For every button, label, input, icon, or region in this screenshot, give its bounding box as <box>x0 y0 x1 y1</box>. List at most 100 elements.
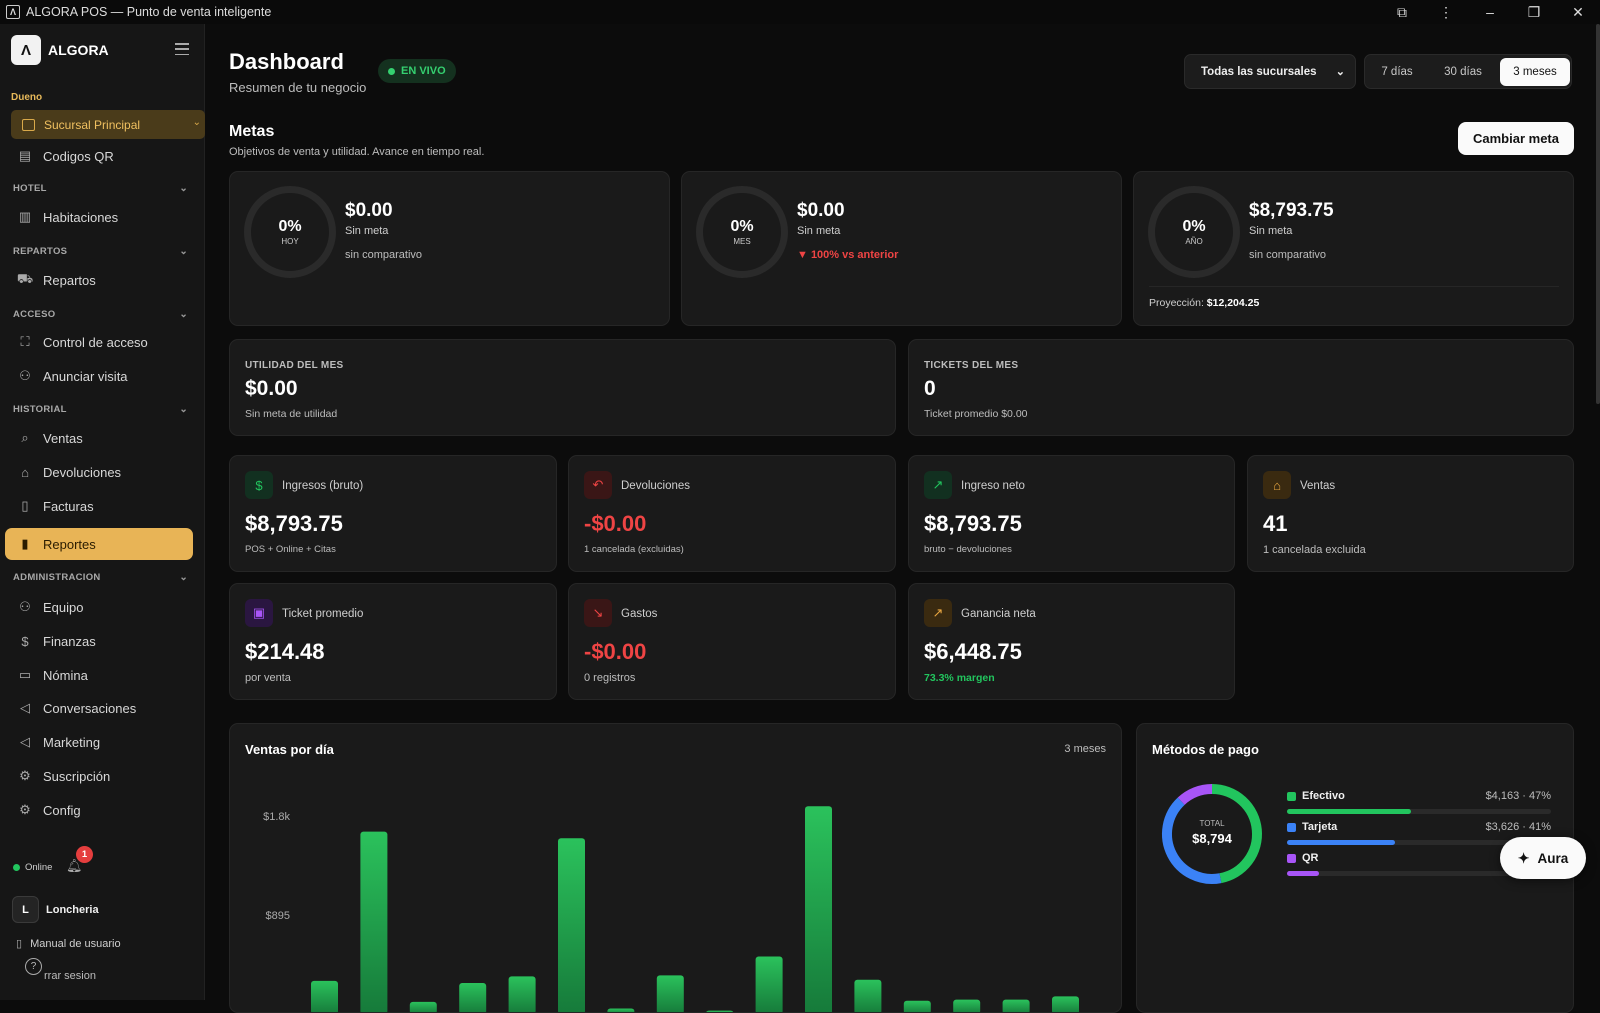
chevron-down-icon: ⌄ <box>179 572 188 583</box>
goal-target: Sin meta <box>345 225 389 237</box>
sidebar-item-facturas[interactable]: ▯ Facturas <box>5 491 193 521</box>
chart-bar[interactable] <box>459 983 487 1013</box>
progress-ring: 0% HOY <box>244 186 336 278</box>
stat-value: $0.00 <box>245 377 298 400</box>
sidebar-item-label: Suscripción <box>43 768 111 784</box>
chart-bar[interactable] <box>607 1008 635 1013</box>
stat-note: Sin meta de utilidad <box>245 408 338 420</box>
sidebar-item-habitaciones[interactable]: ▥ Habitaciones <box>5 202 193 232</box>
brand[interactable]: Λ ALGORA <box>11 35 109 65</box>
chart-bar[interactable] <box>854 979 882 1013</box>
sidebar-item-reportes[interactable]: ▮ Reportes <box>5 528 193 560</box>
sidebar-item-label: Reportes <box>43 536 96 552</box>
help-icon[interactable]: ? <box>25 958 42 975</box>
chart-bar[interactable] <box>360 831 388 1013</box>
payment-donut-chart <box>1162 784 1262 884</box>
branch-filter-select[interactable]: Todas las sucursales ⌄ <box>1184 54 1356 89</box>
building-icon: ▥ <box>18 209 32 224</box>
progress-fill <box>1287 809 1412 814</box>
users-icon: ⚇ <box>19 599 31 614</box>
sidebar-item-label: Control de acceso <box>43 334 148 350</box>
aura-assistant-button[interactable]: ✦ Aura <box>1500 837 1586 879</box>
bell-icon[interactable]: 🔔︎ <box>66 858 83 873</box>
section-administracion[interactable]: ADMINISTRACION ⌄ <box>13 572 188 583</box>
goal-comparison: sin comparativo <box>1249 249 1327 261</box>
section-acceso[interactable]: ACCESO ⌄ <box>13 309 188 320</box>
chevron-down-icon: ⌄ <box>179 183 188 194</box>
section-historial[interactable]: HISTORIAL ⌄ <box>13 404 188 415</box>
sidebar-item-label: Conversaciones <box>43 700 137 716</box>
megaphone-icon: ◁ <box>20 734 30 749</box>
method-label: Tarjeta <box>1302 821 1338 833</box>
sidebar-item-suscripcion[interactable]: ⚙ Suscripción <box>5 761 193 791</box>
chart-bar[interactable] <box>1052 996 1079 1013</box>
goal-target: Sin meta <box>797 225 841 237</box>
sidebar-item-conversaciones[interactable]: ◁ Conversaciones <box>5 693 193 723</box>
branch-selector[interactable]: Sucursal Principal ⌄ <box>11 110 205 139</box>
user-profile[interactable]: L Loncheria <box>12 896 99 923</box>
sidebar-item-finanzas[interactable]: $ Finanzas <box>5 626 193 656</box>
store-icon <box>22 118 35 131</box>
restore-button[interactable]: ❐ <box>1527 3 1541 20</box>
branch-selector-label: Sucursal Principal <box>44 117 141 132</box>
avatar: L <box>12 896 39 923</box>
menu-icon[interactable] <box>175 43 189 55</box>
kpi-card-expenses: ↘ Gastos -$0.00 0 registros <box>568 583 896 700</box>
section-hotel[interactable]: HOTEL ⌄ <box>13 183 188 194</box>
sidebar-item-ventas[interactable]: ⌕ Ventas <box>5 423 193 453</box>
section-repartos[interactable]: REPARTOS ⌄ <box>13 246 188 257</box>
sidebar-item-repartos[interactable]: ⛟ Repartos <box>5 265 193 295</box>
sidebar-item-config[interactable]: ⚙ Config <box>5 795 193 825</box>
sidebar: Λ ALGORA Dueno Sucursal Principal ⌄ ▤ Co… <box>0 24 205 1000</box>
sidebar-item-equipo[interactable]: ⚇ Equipo <box>5 592 193 622</box>
range-30-days[interactable]: 30 días <box>1444 66 1482 78</box>
logout-link[interactable]: rrar sesion <box>44 970 96 982</box>
close-button[interactable]: ✕ <box>1572 3 1584 20</box>
chart-bar[interactable] <box>558 838 585 1013</box>
minimize-button[interactable]: – <box>1486 4 1494 20</box>
donut-total-value: $8,794 <box>1192 831 1232 846</box>
change-goal-button[interactable]: Cambiar meta <box>1458 122 1574 155</box>
donut-slice-tarjeta <box>1162 797 1222 884</box>
sidebar-item-codigos-qr[interactable]: ▤ Codigos QR <box>5 141 193 171</box>
extensions-icon[interactable]: ⧉ <box>1397 3 1407 20</box>
goals-title: Metas <box>229 123 275 140</box>
chart-bar[interactable] <box>508 976 536 1013</box>
stat-label: TICKETS DEL MES <box>924 360 1019 371</box>
kpi-note: bruto − devoluciones <box>924 544 1012 555</box>
chart-bar[interactable] <box>656 975 684 1013</box>
chart-bar[interactable] <box>755 956 783 1013</box>
goal-amount: $8,793.75 <box>1249 200 1334 221</box>
goal-target: Sin meta <box>1249 225 1293 237</box>
bag-icon: ⌂ <box>1263 471 1291 499</box>
chart-bar[interactable] <box>409 1001 437 1013</box>
chart-bar[interactable] <box>953 999 981 1013</box>
kpi-label: Ganancia neta <box>961 608 1036 620</box>
payment-method-value: $3,626 · 41% <box>1485 821 1551 833</box>
chart-bar[interactable] <box>1002 999 1030 1013</box>
kpi-value: $8,793.75 <box>245 511 343 536</box>
chart-bar[interactable] <box>903 1000 931 1013</box>
range-3-months[interactable]: 3 meses <box>1500 58 1570 86</box>
sidebar-item-marketing[interactable]: ◁ Marketing <box>5 727 193 757</box>
divider <box>1149 286 1559 287</box>
more-vertical-icon[interactable]: ⋮ <box>1439 3 1453 20</box>
section-title: HOTEL <box>13 183 47 194</box>
bag-icon: ⌂ <box>21 464 29 480</box>
sidebar-item-control-de-acceso[interactable]: ⛶ Control de acceso <box>5 327 193 357</box>
live-badge: EN VIVO <box>378 59 456 83</box>
sidebar-item-nomina[interactable]: ▭ Nómina <box>5 660 193 690</box>
sidebar-item-anunciar-visita[interactable]: ⚇ Anunciar visita <box>5 361 193 391</box>
sidebar-item-label: Ventas <box>43 430 83 446</box>
brand-name: ALGORA <box>48 42 109 58</box>
chart-bar[interactable] <box>311 980 338 1013</box>
range-7-days[interactable]: 7 días <box>1381 66 1413 78</box>
method-label: QR <box>1302 852 1319 864</box>
window-titlebar: Λ ALGORA POS — Punto de venta inteligent… <box>0 0 1600 24</box>
manual-link[interactable]: ▯ Manual de usuario <box>16 937 121 951</box>
sidebar-item-devoluciones[interactable]: ⌂ Devoluciones <box>5 457 193 487</box>
donut-slice-efectivo <box>1211 784 1262 884</box>
chart-bar[interactable] <box>805 806 832 1013</box>
section-title: ACCESO <box>13 309 56 320</box>
main-scrollbar[interactable] <box>1596 24 1600 404</box>
